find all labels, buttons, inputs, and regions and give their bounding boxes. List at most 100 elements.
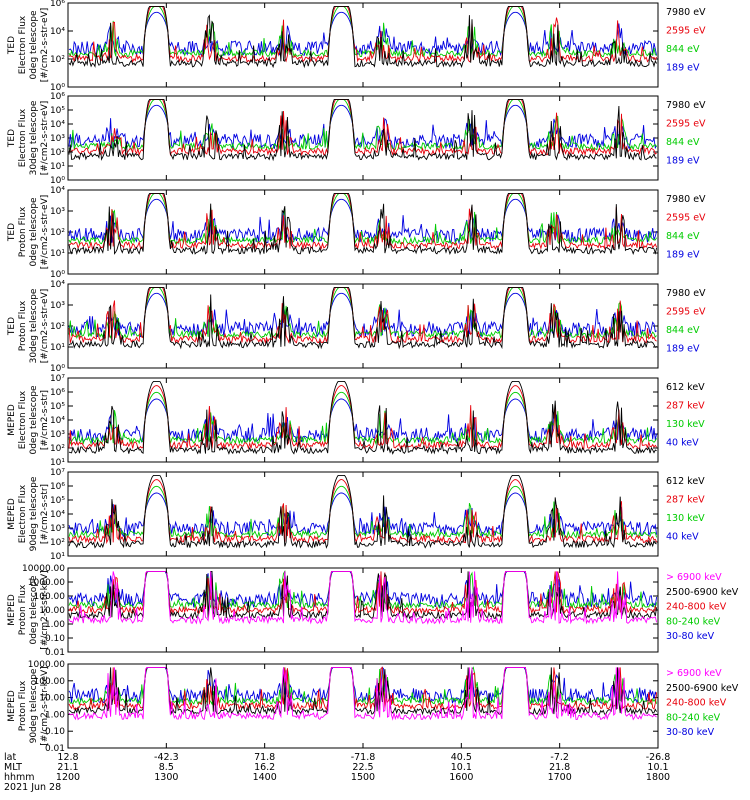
- legend-label: 2595 eV: [666, 26, 706, 37]
- y-tick-label: 10⁴: [50, 510, 65, 520]
- series-line: [68, 474, 657, 549]
- legend-label: > 6900 keV: [666, 668, 722, 679]
- y-tick-label: 10³: [50, 524, 65, 534]
- y-tick-label: 1000.00: [28, 660, 65, 670]
- y-axis-label: [#/cm2-s-str-eV]: [40, 195, 50, 270]
- legend-label: 7980 eV: [666, 288, 706, 299]
- legend-label: 40 keV: [666, 532, 699, 543]
- y-axis-label: 0deg telescope: [29, 197, 39, 267]
- y-tick-label: 10⁵: [50, 106, 65, 116]
- legend-label: 130 keV: [666, 419, 705, 430]
- y-tick-label: 0.10: [45, 634, 65, 644]
- panel-8: 1000.00 100.00 10.00 1.00 0.10 0.01 MEPED Proto…: [7, 660, 739, 754]
- y-tick-label: 0.01: [45, 744, 65, 754]
- panel-5: 10¹ 10² 10³ 10⁴ 10⁵ 10⁶ 10⁷ MEPED Electron Flux 0…: [7, 374, 705, 468]
- x-tick-label-mlt: 10.1: [647, 762, 668, 773]
- x-tick-label-mlt: 21.1: [57, 762, 78, 773]
- y-axis-label: TED: [7, 317, 17, 336]
- legend-label: 80-240 keV: [666, 712, 721, 723]
- legend-label: > 6900 keV: [666, 572, 722, 583]
- y-axis-label: TED: [7, 36, 17, 55]
- y-axis-label: MEPED: [7, 690, 17, 722]
- y-axis-label: 0deg telescope: [29, 385, 39, 455]
- legend-label: 844 eV: [666, 231, 700, 242]
- y-axis-label: [#/cm2-s-str]: [40, 484, 50, 544]
- panel-6: 10¹ 10² 10³ 10⁴ 10⁵ 10⁶ 10⁷ MEPED Electron Flux 9…: [7, 468, 705, 562]
- y-tick-label: 10⁰: [50, 270, 65, 280]
- legend-label: 7980 eV: [666, 100, 706, 111]
- y-tick-label: 10¹: [50, 249, 65, 259]
- y-tick-label: 10⁰: [50, 176, 65, 186]
- legend-label: 2500-6900 keV: [666, 587, 739, 598]
- y-tick-label: 10⁴: [50, 280, 65, 290]
- panel-frame: [67, 377, 659, 463]
- legend-label: 240-800 keV: [666, 602, 727, 613]
- legend-label: 844 eV: [666, 325, 700, 336]
- legend-label: 130 keV: [666, 513, 705, 524]
- legend-label: 844 eV: [666, 44, 700, 55]
- y-axis-label: 90deg telescope: [29, 668, 39, 743]
- series-line: [68, 666, 657, 721]
- legend-label: 2500-6900 keV: [666, 683, 739, 694]
- legend-label: 189 eV: [666, 63, 700, 74]
- y-axis-label: Electron Flux: [18, 390, 28, 449]
- y-axis-label: [#/cm2-s-str-eV]: [40, 289, 50, 364]
- y-tick-label: 10⁴: [50, 27, 65, 37]
- x-tick-label-hhmm: 1800: [646, 772, 670, 783]
- legend-label: 7980 eV: [666, 7, 706, 18]
- series-line: [68, 5, 657, 69]
- legend-label: 612 keV: [666, 382, 705, 393]
- x-row-label: lat: [4, 752, 16, 763]
- y-axis-label: 90deg telescope: [29, 476, 39, 551]
- x-tick-label-mlt: 10.1: [451, 762, 472, 773]
- y-axis-label: 30deg telescope: [29, 100, 39, 175]
- y-tick-label: 10⁶: [50, 482, 65, 492]
- y-tick-label: 10¹: [50, 458, 65, 468]
- y-axis-label: [#/cm2-s-str-eV]: [40, 101, 50, 176]
- y-tick-label: 10¹: [50, 552, 65, 562]
- y-tick-label: 1.00: [45, 710, 65, 720]
- y-axis-label: Electron Flux: [18, 108, 28, 167]
- panel-2: 10⁰ 10¹ 10² 10³ 10⁴ 10⁵ 10⁶ TED Electron Flux 30d…: [7, 92, 706, 186]
- y-tick-label: 10⁷: [50, 468, 65, 478]
- y-tick-label: 10⁶: [50, 0, 65, 9]
- x-tick-label-lat: -26.8: [646, 752, 671, 763]
- y-tick-label: 10¹: [50, 162, 65, 172]
- y-tick-label: 10²: [50, 228, 65, 238]
- y-tick-label: 10⁰: [50, 83, 65, 93]
- y-tick-label: 10000.00: [22, 564, 65, 574]
- x-tick-label-hhmm: 1700: [548, 772, 572, 783]
- y-tick-label: 0.01: [45, 648, 65, 658]
- y-tick-label: 1000.00: [28, 578, 65, 588]
- panel-frame: [67, 2, 659, 88]
- panel-7: 10000.00 1000.00 100.00 10.00 1.00 0.10 0.01 ME…: [7, 564, 739, 658]
- legend-label: 189 eV: [666, 344, 700, 355]
- legend-label: 30-80 keV: [666, 727, 715, 738]
- x-row-label: MLT: [4, 762, 22, 773]
- legend-label: 287 keV: [666, 401, 705, 412]
- x-tick-label-hhmm: 1600: [449, 772, 473, 783]
- y-tick-label: 10²: [50, 55, 65, 65]
- y-tick-label: 10⁵: [50, 496, 65, 506]
- y-tick-label: 10⁴: [50, 416, 65, 426]
- x-tick-label-lat: -7.2: [550, 752, 569, 763]
- y-tick-label: 10⁷: [50, 374, 65, 384]
- y-axis-label: MEPED: [7, 594, 17, 626]
- x-tick-label-lat: 40.5: [451, 752, 472, 763]
- x-tick-label-lat: -42.3: [154, 752, 179, 763]
- x-tick-label-mlt: 22.5: [352, 762, 373, 773]
- x-tick-label-hhmm: 1500: [351, 772, 375, 783]
- y-axis-label: MEPED: [7, 498, 17, 530]
- y-axis-label: Proton Flux: [18, 206, 28, 257]
- panel-4: 10⁰ 10¹ 10² 10³ 10⁴ TED Proton Flux 30deg teles…: [7, 280, 706, 374]
- x-tick-label-hhmm: 1300: [154, 772, 178, 783]
- y-tick-label: 10²: [50, 538, 65, 548]
- y-axis-label: TED: [7, 129, 17, 148]
- x-tick-label-mlt: 16.2: [254, 762, 275, 773]
- y-tick-label: 10.00: [39, 606, 65, 616]
- y-tick-label: 10³: [50, 207, 65, 217]
- y-axis-label: Proton Flux: [18, 300, 28, 351]
- series-line: [68, 192, 658, 256]
- x-tick-label-mlt: 8.5: [159, 762, 174, 773]
